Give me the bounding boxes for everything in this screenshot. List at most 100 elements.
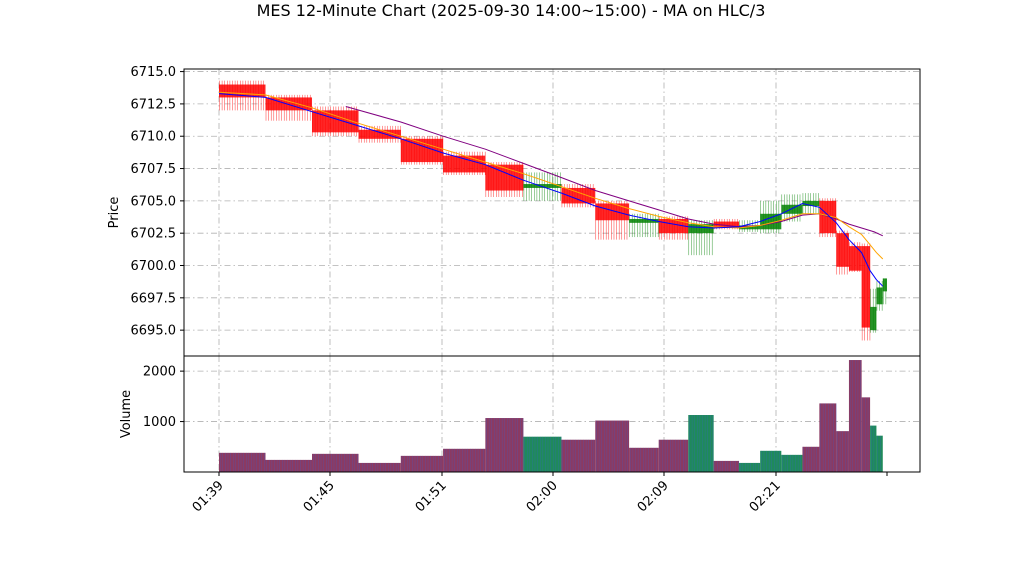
volume-panel: 1000 2000 Volume 01:39 01:45 01:51 02:00 02:09 0…: [119, 355, 921, 515]
volume-bar: [443, 448, 486, 472]
candle: [595, 200, 630, 240]
volume-bar: [485, 418, 524, 472]
candle-body: [870, 306, 877, 331]
candle: [802, 193, 820, 214]
candle-body: [523, 184, 562, 188]
x-tick-label: 02:09: [635, 478, 672, 515]
price-tick-label: 6695.0: [131, 324, 177, 339]
volume-bar: [836, 431, 849, 472]
volume-bar-fill: [713, 460, 740, 472]
candle-body: [802, 200, 820, 207]
candle-body: [861, 246, 871, 328]
volume-bar: [870, 425, 877, 472]
volume-bar-fill: [658, 439, 689, 472]
volume-bar-fill: [802, 446, 820, 472]
price-tick-label: 6702.5: [131, 227, 177, 242]
candle-body: [848, 246, 862, 271]
volume-bar: [629, 447, 659, 472]
volume-bar: [819, 403, 837, 472]
volume-bar-fill: [739, 462, 761, 472]
volume-bar: [312, 453, 359, 472]
candle-body: [713, 221, 740, 229]
candle: [760, 200, 782, 234]
x-tick-label: 01:39: [190, 478, 227, 515]
candle-body: [629, 218, 659, 223]
volume-bar: [265, 459, 313, 472]
x-tick-label: 01:45: [301, 478, 338, 515]
candle-body: [400, 138, 444, 163]
volume-bar-fill: [760, 450, 782, 472]
candle-body: [358, 129, 401, 139]
price-panel: 6695.0 6697.5 6700.0 6702.5 6705.0 6707.5 6710…: [107, 65, 921, 357]
price-tick-label: 6707.5: [131, 162, 177, 177]
candle: [819, 198, 837, 238]
volume-bar: [358, 462, 401, 472]
x-tick-label: 02:21: [747, 478, 784, 515]
volume-bar-fill: [265, 459, 313, 472]
volume-bar: [658, 439, 689, 472]
candle-body: [882, 278, 887, 292]
price-tick-label: 6700.0: [131, 259, 177, 274]
volume-bar-fill: [443, 448, 486, 472]
candle-body: [443, 155, 486, 173]
candle-body: [760, 213, 782, 230]
candle-body: [561, 187, 596, 204]
candle-body: [781, 204, 803, 214]
x-tick-label: 02:00: [524, 478, 561, 515]
volume-bar-fill: [876, 435, 883, 472]
candle-body: [595, 203, 630, 221]
candle-body: [312, 110, 359, 133]
volume-bar-fill: [629, 447, 659, 472]
candle-body: [876, 287, 883, 305]
volume-ylabel: Volume: [119, 390, 134, 438]
volume-bar-fill: [312, 453, 359, 472]
ma-long-line: [345, 106, 884, 237]
price-tick-label: 6697.5: [131, 291, 177, 306]
ma-slow-line: [218, 91, 884, 260]
price-tick-label: 6712.5: [131, 97, 177, 112]
candle: [629, 213, 659, 238]
price-ylabel: Price: [107, 197, 122, 229]
candle: [400, 136, 444, 165]
price-tick-label: 6710.0: [131, 130, 177, 145]
volume-bar: [861, 397, 871, 472]
candle-body: [819, 200, 837, 234]
chart-title: MES 12-Minute Chart (2025-09-30 14:00~15…: [257, 1, 766, 20]
volume-bar: [848, 360, 862, 472]
volume-bar-fill: [781, 454, 803, 472]
price-tick-label: 6705.0: [131, 194, 177, 209]
candle: [861, 243, 871, 341]
volume-frame: [183, 355, 921, 473]
candle: [836, 230, 849, 275]
candle: [848, 242, 862, 272]
volume-bar: [523, 436, 562, 472]
volume-bar: [713, 460, 740, 472]
volume-bar: [400, 455, 444, 472]
volume-bar: [561, 439, 596, 472]
ma-fast-line: [218, 93, 884, 287]
volume-bar: [760, 450, 782, 472]
volume-bar: [219, 452, 266, 472]
candle: [523, 172, 562, 201]
volume-bar: [688, 415, 714, 472]
candle-body: [836, 233, 849, 267]
volume-tick-label: 2000: [143, 365, 176, 380]
candle: [265, 94, 313, 121]
volume-bar: [781, 454, 803, 472]
price-tick-label: 6715.0: [131, 65, 177, 80]
volume-bar-fill: [358, 462, 401, 472]
volume-bar-fill: [819, 403, 837, 472]
candle: [870, 288, 877, 333]
volume-bar: [739, 462, 761, 472]
volume-bar-fill: [870, 425, 877, 472]
candle-body: [739, 225, 761, 230]
volume-tick-label: 1000: [143, 415, 176, 430]
volume-bar: [876, 435, 883, 472]
volume-bar: [595, 420, 630, 472]
volume-bar: [802, 446, 820, 472]
candle-body: [688, 224, 714, 234]
candle: [882, 278, 887, 305]
volume-bar-fill: [861, 397, 871, 472]
volume-bar-fill: [219, 452, 266, 472]
